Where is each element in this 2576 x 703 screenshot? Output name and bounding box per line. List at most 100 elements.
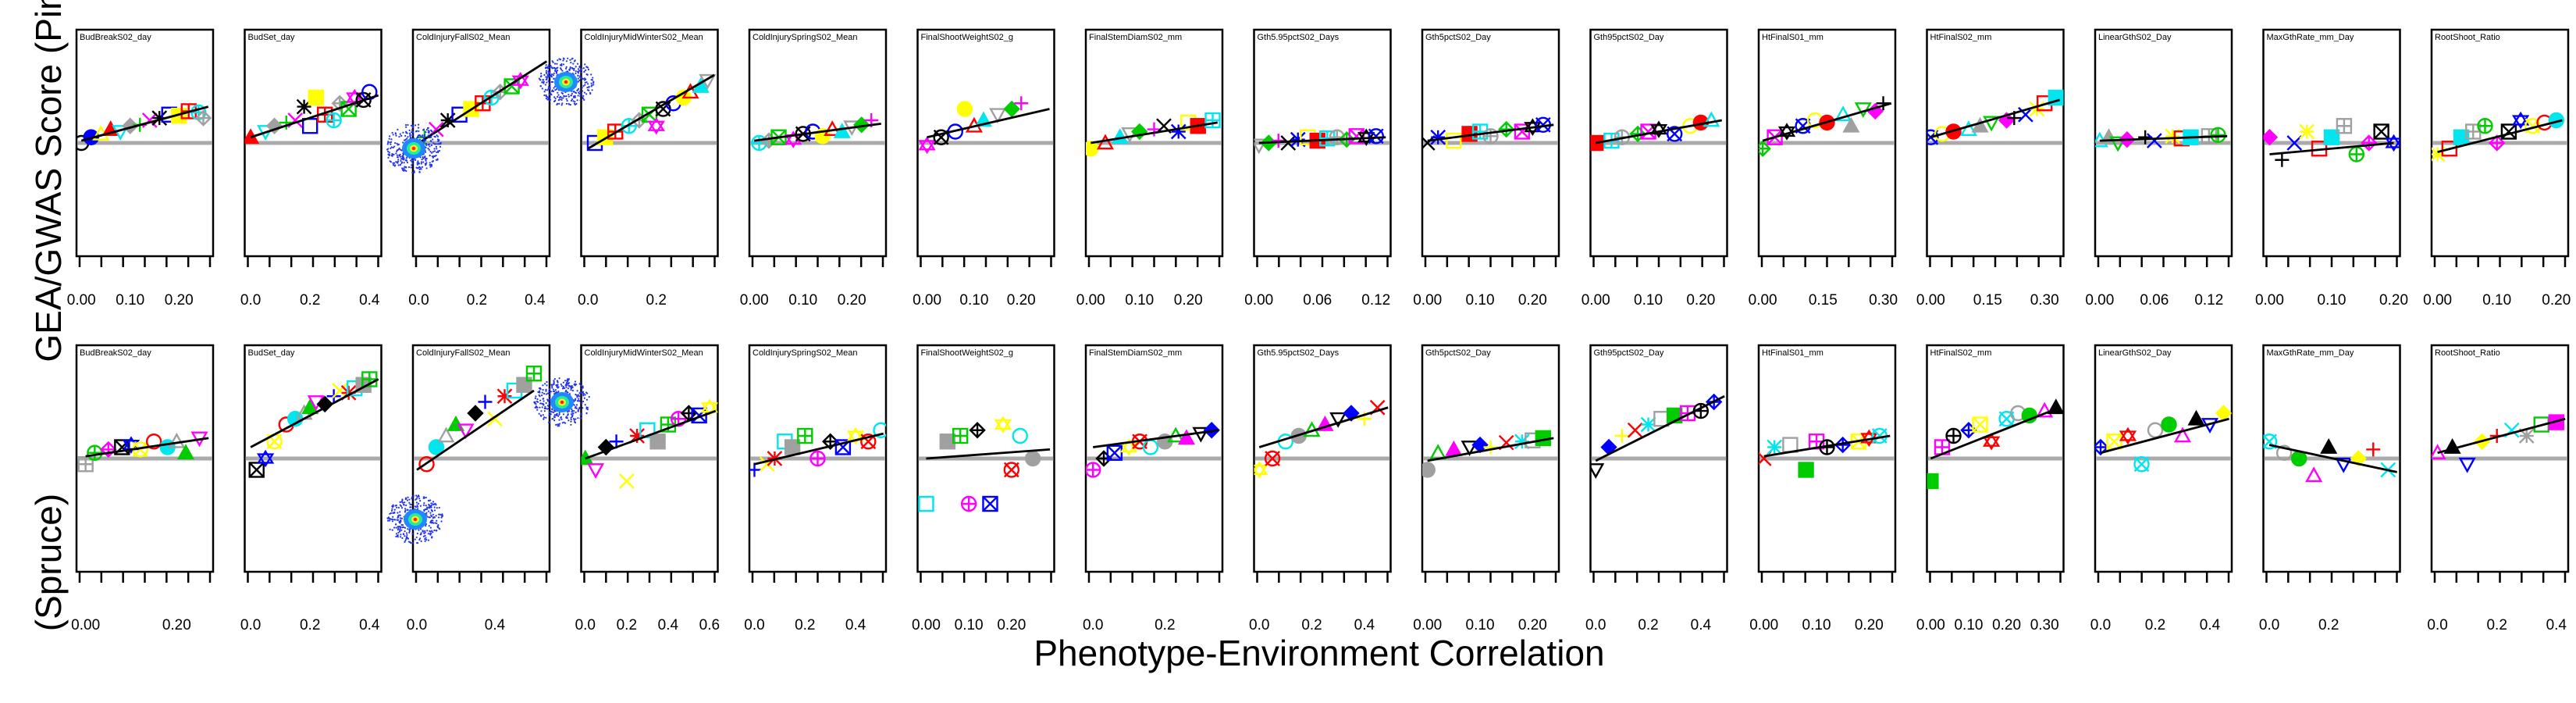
tick-label-spruce-3-1: 0.2 — [617, 617, 637, 633]
panel-title-pine-14: RootShoot_Ratio — [2435, 33, 2500, 42]
data-point-pine-14-1 — [2441, 141, 2458, 157]
data-point-pine-10-6 — [1834, 105, 1852, 122]
data-point-spruce-5-6 — [994, 416, 1012, 434]
data-point-pine-0-4 — [112, 125, 130, 141]
data-point-pine-7-7 — [1319, 130, 1336, 147]
data-point-pine-9-9 — [1703, 111, 1720, 127]
tick-label-pine-7-2: 0.12 — [1361, 292, 1390, 309]
x-axis-label: Phenotype-Environment Correlation — [1034, 633, 1604, 673]
data-point-spruce-4-0 — [749, 462, 762, 477]
fit-line-spruce-8 — [1427, 437, 1554, 462]
tick-label-pine-3-1: 0.2 — [646, 292, 667, 309]
panel-title-pine-6: FinalStemDiamS02_mm — [1089, 33, 1182, 42]
data-point-pine-5-7 — [1003, 100, 1020, 118]
fit-line-pine-6 — [1091, 121, 1218, 145]
points-pine-13 — [2263, 118, 2400, 167]
panel-pine-9: Gth95pctS02_Day 0.00 0.10 0.20 — [1582, 28, 1728, 309]
panel-title-spruce-6: FinalStemDiamS02_mm — [1089, 348, 1182, 358]
data-point-pine-5-1 — [933, 129, 949, 145]
tick-label-spruce-11-2: 0.20 — [1992, 617, 2021, 633]
data-point-pine-3-6 — [647, 116, 665, 135]
tick-label-pine-10-0: 0.00 — [1749, 292, 1777, 309]
fit-line-pine-14 — [2437, 119, 2563, 153]
points-spruce-2 — [418, 366, 543, 473]
tick-label-spruce-6-1: 0.2 — [1155, 617, 1175, 633]
tick-label-pine-14-1: 0.10 — [2482, 292, 2511, 309]
data-point-spruce-2-1 — [428, 439, 445, 455]
tick-label-spruce-2-0: 0.0 — [407, 617, 427, 633]
panel-title-pine-7: Gth5.95pctS02_Days — [1258, 33, 1340, 42]
data-point-pine-1-7 — [308, 89, 325, 106]
fit-line-spruce-0 — [85, 437, 209, 458]
tick-label-spruce-9-0: 0.0 — [1585, 617, 1606, 633]
tick-label-spruce-12-1: 0.2 — [2145, 617, 2165, 633]
data-point-spruce-9-2 — [1614, 429, 1629, 443]
fit-line-pine-8 — [1427, 123, 1554, 142]
data-point-pine-12-5 — [2146, 133, 2162, 148]
tick-label-spruce-14-0: 0.0 — [2427, 617, 2447, 633]
panel-title-spruce-12: LinearGthS02_Day — [2098, 348, 2172, 358]
panel-title-pine-4: ColdInjurySpringS02_Mean — [753, 33, 858, 42]
panel-pine-13: MaxGthRate_mm_Day 0.00 0.10 0.20 — [2255, 28, 2408, 309]
data-point-pine-7-0 — [1254, 138, 1268, 155]
fit-line-spruce-2 — [416, 389, 535, 471]
density-cloud-spruce-a — [386, 494, 444, 544]
panel-pine-2: ColdInjuryFallS02_Mean 0.0 0.2 0.4 — [408, 28, 551, 309]
data-point-pine-13-2 — [2286, 135, 2303, 151]
data-point-spruce-1-1 — [256, 449, 275, 468]
tick-label-pine-7-0: 0.00 — [1244, 292, 1273, 309]
fit-line-pine-7 — [1258, 136, 1386, 145]
data-point-pine-13-7 — [2348, 146, 2365, 162]
data-point-spruce-1-6 — [301, 398, 319, 415]
fit-line-spruce-5 — [926, 448, 1051, 460]
data-point-spruce-6-8 — [1177, 429, 1195, 445]
data-point-pine-12-2 — [2109, 136, 2127, 152]
fit-line-spruce-11 — [1930, 406, 2061, 460]
points-pine-8 — [1422, 116, 1552, 151]
data-point-spruce-11-5 — [1982, 432, 2001, 451]
tick-label-spruce-4-0: 0.0 — [744, 617, 764, 633]
panel-title-pine-8: Gth5pctS02_Day — [1425, 33, 1491, 42]
data-point-spruce-2-11 — [525, 366, 543, 382]
tick-label-pine-0-2: 0.20 — [165, 292, 194, 309]
data-point-spruce-5-0 — [918, 495, 934, 512]
points-spruce-5 — [918, 416, 1041, 512]
data-point-pine-5-0 — [918, 136, 936, 155]
data-point-pine-10-0 — [1759, 140, 1771, 157]
tick-label-pine-4-2: 0.20 — [838, 292, 866, 309]
data-point-pine-14-7 — [2511, 111, 2530, 130]
panel-title-spruce-8: Gth5pctS02_Day — [1425, 348, 1491, 358]
fit-line-pine-4 — [754, 122, 881, 142]
data-point-pine-11-5 — [1983, 116, 2001, 132]
data-point-spruce-9-3 — [1627, 422, 1643, 438]
data-point-spruce-5-4 — [969, 422, 986, 439]
data-point-spruce-12-4 — [2147, 422, 2164, 438]
panel-pine-7: Gth5.95pctS02_Days 0.00 0.06 0.12 — [1244, 28, 1392, 309]
tick-label-spruce-5-1: 0.10 — [955, 617, 984, 633]
data-point-pine-5-8 — [1014, 96, 1029, 111]
fit-line-pine-12 — [2099, 134, 2228, 142]
data-point-spruce-2-0 — [418, 456, 435, 473]
data-point-spruce-3-6 — [639, 422, 656, 438]
panel-title-pine-5: FinalShootWeightS02_g — [921, 33, 1013, 42]
fit-line-pine-2 — [418, 60, 548, 145]
panel-title-spruce-5: FinalShootWeightS02_g — [921, 348, 1013, 358]
data-point-pine-7-2 — [1271, 134, 1286, 148]
fit-line-pine-9 — [1595, 119, 1723, 145]
data-point-spruce-4-5 — [797, 427, 813, 444]
y-axis-label-bottom: (Spruce) — [28, 494, 69, 631]
fit-line-spruce-1 — [250, 378, 379, 448]
panel-spruce-8: Gth5pctS02_Day 0.00 0.10 0.20 — [1413, 344, 1560, 633]
data-point-spruce-10-1 — [1767, 439, 1783, 455]
tick-label-spruce-0-0: 0.00 — [71, 617, 100, 633]
panel-spruce-0: BudBreakS02_day 0.00 0.20 — [71, 344, 215, 633]
tick-label-spruce-9-2: 0.4 — [1691, 617, 1712, 633]
data-point-spruce-7-0 — [1254, 461, 1268, 479]
data-point-pine-8-1 — [1430, 129, 1446, 145]
tick-label-spruce-7-2: 0.4 — [1354, 617, 1375, 633]
panel-spruce-7: Gth5.95pctS02_Days 0.0 0.2 0.4 — [1249, 344, 1392, 633]
tick-label-pine-9-0: 0.00 — [1582, 292, 1610, 309]
data-point-spruce-11-2 — [1945, 427, 1962, 444]
data-point-pine-12-10 — [2210, 127, 2226, 144]
data-point-spruce-6-9 — [1192, 426, 1210, 443]
